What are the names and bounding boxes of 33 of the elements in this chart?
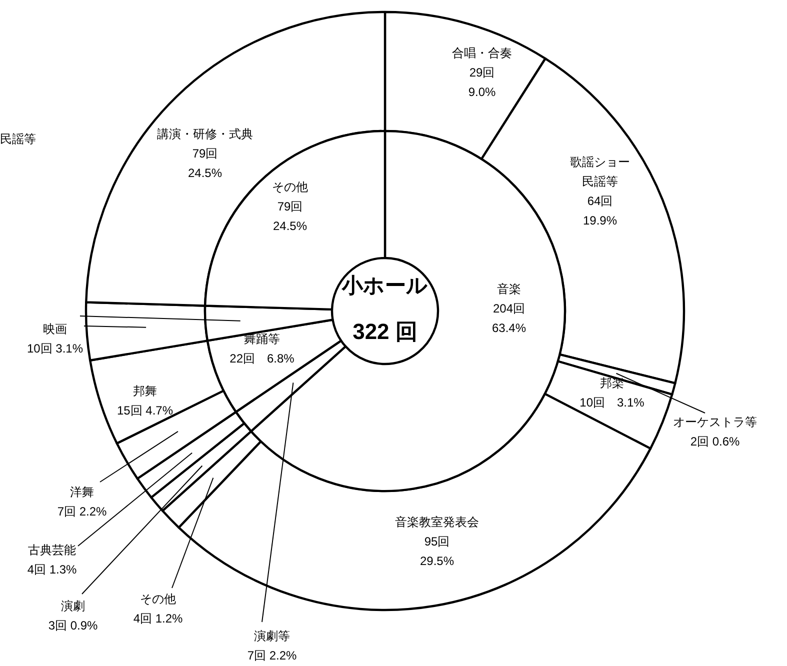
data-label: 10回 3.1% [580, 396, 645, 410]
slice-label: 演劇等 [254, 629, 290, 644]
data-label: 204回 63.4% [492, 302, 526, 336]
data-label: 4回 1.3% [27, 562, 78, 577]
data-label: 3回 0.9% [48, 618, 98, 633]
slice-label: 歌謡ショー民謡等 [570, 155, 630, 189]
text: 民謡等 [0, 132, 36, 146]
data-label: 64回 19.9% [582, 194, 618, 228]
slice-label: 洋舞 [70, 485, 94, 500]
data-label: 15回 4.7% [116, 404, 174, 418]
data-label: 2回 0.6% [690, 434, 740, 449]
text: 小ホール [341, 274, 428, 298]
slice-label: オーケストラ等 [673, 415, 757, 430]
data-label: 7回 2.2% [57, 504, 108, 519]
slice-label: 邦舞 [133, 384, 157, 398]
data-label: 79回 24.5% [188, 146, 222, 180]
slice-label: 映画 [43, 322, 67, 336]
slice-label: 音楽 [497, 282, 521, 296]
data-label: 7回 2.2% [247, 648, 298, 663]
data-label: 29回 9.0% [468, 66, 496, 100]
slice-label: 演劇 [61, 599, 85, 614]
slice-label: その他 [272, 180, 308, 194]
slice-label: 合唱・合奏 [452, 46, 512, 60]
slice-label: その他 [140, 592, 176, 606]
data-label: 79回 24.5% [272, 200, 308, 234]
data-label: 22回 6.8% [230, 352, 295, 366]
slice-label: 古典芸能 [28, 543, 76, 558]
data-label: 4回 1.2% [133, 612, 184, 626]
slice-label: 音楽教室発表会 [395, 515, 479, 530]
slice-label: 講演・研修・式典 [157, 127, 253, 142]
data-label: 95回 29.5% [420, 534, 454, 568]
data-label: 10回 3.1% [26, 342, 84, 356]
text: 322 回 [352, 318, 418, 344]
